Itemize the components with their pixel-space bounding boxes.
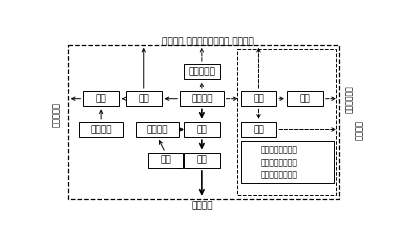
Bar [183, 122, 219, 137]
Text: 机械: 机械 [160, 156, 171, 165]
Text: 铝矿开采: 铝矿开采 [90, 125, 112, 134]
Bar [68, 45, 338, 199]
Bar [240, 122, 275, 137]
Bar [136, 122, 179, 137]
Text: 输出化工产品: 输出化工产品 [345, 85, 354, 112]
Text: 铁矿开采: 铁矿开采 [147, 125, 168, 134]
Bar [236, 49, 335, 195]
Bar [79, 122, 123, 137]
Bar [83, 91, 119, 106]
Text: 炼铝: 炼铝 [96, 94, 106, 103]
Bar [126, 91, 161, 106]
Text: 输出水泥: 输出水泥 [354, 120, 363, 139]
Bar [180, 91, 223, 106]
Text: 输出钢材: 输出钢材 [191, 201, 212, 210]
Text: 炼铁: 炼铁 [196, 125, 207, 134]
Text: 焦化: 焦化 [252, 94, 263, 103]
Text: 输出电力 输出煤气、液化气 输出焦炭: 输出电力 输出煤气、液化气 输出焦炭 [162, 37, 253, 46]
Bar [240, 91, 275, 106]
Text: 输出铝制品: 输出铝制品 [52, 102, 61, 127]
Bar [147, 153, 183, 168]
Text: 煤炭开采: 煤炭开采 [191, 94, 212, 103]
Text: 煤－焦－化产业链: 煤－焦－化产业链 [260, 158, 297, 167]
Bar [286, 91, 322, 106]
Bar [183, 153, 219, 168]
Text: 炼钢: 炼钢 [196, 156, 207, 165]
Text: 煤－电－铝产业链: 煤－电－铝产业链 [260, 146, 297, 155]
Text: 气化、液化: 气化、液化 [188, 67, 215, 76]
Text: 水泥: 水泥 [252, 125, 263, 134]
Text: 化工: 化工 [299, 94, 309, 103]
Text: 发电: 发电 [138, 94, 149, 103]
Text: 煤－铁－钢产业链: 煤－铁－钢产业链 [260, 171, 297, 179]
Bar [183, 64, 219, 79]
Bar [240, 141, 333, 184]
